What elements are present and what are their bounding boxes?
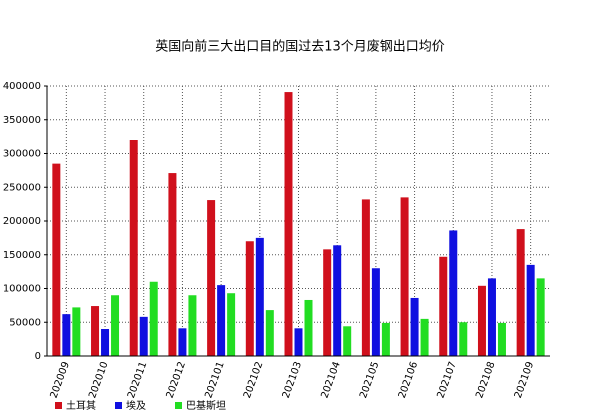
bar [52, 163, 61, 356]
x-tick-label: 202011 [126, 360, 149, 400]
bar [265, 310, 274, 356]
y-tick-label: 350000 [3, 115, 41, 126]
bar [497, 322, 506, 356]
legend-label: 埃及 [126, 399, 146, 412]
x-tick-label: 202104 [319, 360, 342, 400]
bar [245, 241, 254, 356]
x-tick-label: 202108 [474, 360, 497, 400]
legend-label: 巴基斯坦 [186, 399, 226, 412]
bar [410, 297, 419, 356]
bar [343, 326, 352, 356]
bar [449, 230, 458, 356]
bar [477, 285, 486, 356]
y-tick-label: 100000 [3, 284, 41, 295]
bar [371, 268, 380, 356]
bar [188, 295, 197, 356]
x-tick-label: 202010 [87, 360, 110, 400]
bar [255, 237, 264, 356]
bar [304, 299, 313, 356]
x-tick-label: 202012 [165, 360, 188, 400]
legend-swatch [115, 402, 122, 409]
bar [487, 278, 496, 356]
bar [333, 245, 342, 356]
bar [439, 256, 448, 356]
bar [526, 264, 535, 356]
y-tick-label: 200000 [3, 216, 41, 227]
x-tick-label: 202101 [203, 360, 226, 400]
bar [227, 293, 236, 356]
y-tick-label: 400000 [3, 81, 41, 92]
bar [207, 200, 216, 356]
bar [62, 314, 71, 356]
y-tick-label: 250000 [3, 182, 41, 193]
bar [168, 173, 177, 356]
bar [294, 328, 303, 356]
y-tick-label: 0 [35, 351, 41, 362]
bar [139, 316, 148, 356]
bar [149, 281, 158, 356]
bar [101, 329, 110, 356]
bar [178, 328, 187, 356]
bar [516, 229, 525, 356]
bar [361, 199, 370, 356]
bar [111, 295, 120, 356]
legend-label: 土耳其 [66, 399, 96, 412]
bar [129, 140, 138, 356]
x-tick-label: 202105 [358, 360, 381, 400]
x-tick-label: 202107 [436, 360, 459, 400]
chart-title: 英国向前三大出口目的国过去13个月废钢出口均价 [155, 39, 445, 55]
bar [536, 278, 545, 356]
bar [217, 285, 226, 356]
bar [381, 322, 390, 356]
y-tick-label: 50000 [9, 317, 41, 328]
x-tick-label: 202106 [397, 360, 420, 400]
bar [459, 322, 468, 356]
y-tick-label: 150000 [3, 250, 41, 261]
x-tick-label: 202103 [281, 360, 304, 400]
bar [284, 92, 293, 356]
bar [400, 197, 409, 356]
bar [91, 306, 100, 356]
legend-swatch [55, 402, 62, 409]
legend-swatch [175, 402, 182, 409]
x-tick-label: 202109 [513, 360, 536, 400]
x-tick-label: 202009 [49, 360, 72, 400]
x-tick-label: 202102 [242, 360, 265, 400]
y-tick-label: 300000 [3, 149, 41, 160]
bar [420, 318, 429, 356]
bar [323, 249, 332, 356]
bar [72, 307, 81, 356]
